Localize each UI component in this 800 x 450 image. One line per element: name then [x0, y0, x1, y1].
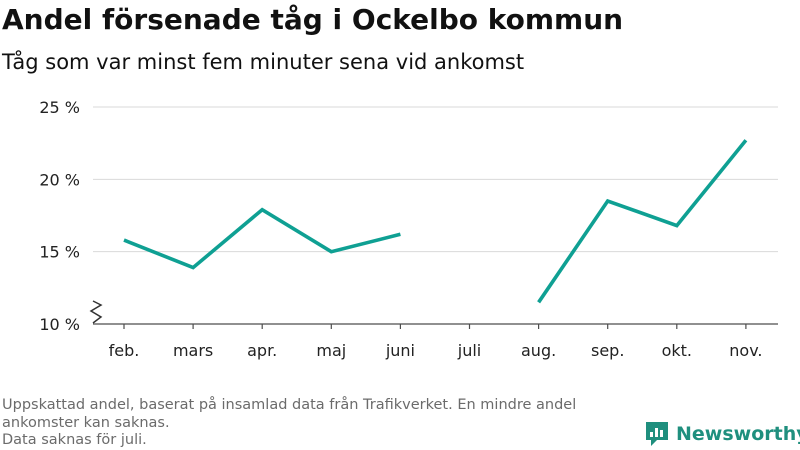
x-tick-label: apr.	[247, 341, 277, 360]
x-tick-label: mars	[173, 341, 213, 360]
y-tick-label: 15 %	[39, 243, 80, 262]
x-tick-label: sep.	[591, 341, 624, 360]
chart-subtitle: Tåg som var minst fem minuter sena vid a…	[2, 50, 525, 74]
footnote-line: Uppskattad andel, baserat på insamlad da…	[2, 397, 577, 413]
line-chart: 10 % 15 % 20 % 25 % feb. mars apr. maj juni juli a…	[39, 98, 778, 360]
x-tick-label: nov.	[729, 341, 762, 360]
series-line	[123, 139, 748, 304]
y-tick-label: 25 %	[39, 98, 80, 117]
x-tick-label: juni	[385, 341, 415, 360]
y-tick-label: 10 %	[39, 315, 80, 334]
x-tick-label: juli	[457, 341, 481, 360]
newsworthy-logo-icon	[646, 422, 668, 446]
footnote-line: ankomster kan saknas.	[2, 414, 170, 431]
x-tick-label: aug.	[521, 341, 556, 360]
x-tick-label: maj	[316, 341, 346, 360]
brand-logo: Newsworthy	[644, 419, 800, 449]
x-tick-label: feb.	[109, 341, 140, 360]
footnote-line: Data saknas för juli.	[2, 432, 147, 448]
chart-title: Andel försenade tåg i Ockelbo kommun	[2, 3, 624, 36]
y-tick-label: 20 %	[39, 170, 80, 189]
y-axis-break-icon	[89, 300, 103, 324]
brand-name: Newsworthy	[676, 423, 800, 445]
x-tick-label: okt.	[662, 341, 692, 360]
footnote: Uppskattad andel, baserat på insamlad da…	[2, 397, 642, 450]
